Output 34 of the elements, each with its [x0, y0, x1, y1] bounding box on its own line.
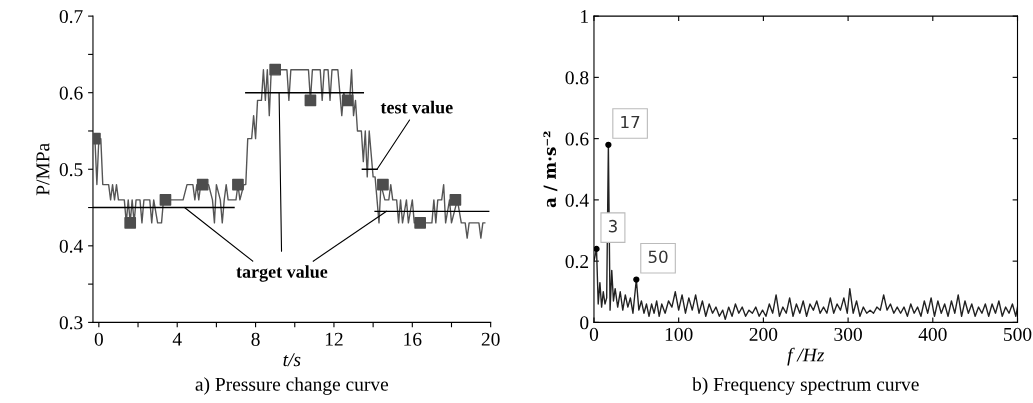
annotation: test value [380, 100, 453, 114]
x-tick-label: 20 [481, 332, 500, 346]
y-tick-label: 0.6 [59, 86, 83, 100]
x-tick-label: 8 [251, 332, 260, 346]
annotation: target value [236, 265, 328, 282]
annotation: 3 [608, 219, 617, 233]
y-tick-label: 0.7 [59, 9, 83, 24]
y-axis-title: a / m·s⁻² [543, 131, 558, 208]
annotation: 50 [648, 250, 668, 264]
y-tick-label: 1 [581, 10, 588, 23]
x-tick-label: 500 [1004, 327, 1032, 341]
y-tick-label: 0.4 [59, 239, 83, 253]
annotation: 17 [621, 115, 640, 129]
x-tick-label: 16 [404, 332, 422, 346]
x-tick-label: 400 [918, 327, 947, 341]
y-tick-label: 0.3 [59, 316, 83, 330]
y-tick-label: 0.8 [565, 71, 589, 85]
x-tick-label: 4 [172, 332, 182, 346]
y-tick-label: 0.4 [565, 193, 589, 207]
x-tick-label: 300 [834, 327, 862, 341]
y-tick-label: 0.2 [565, 254, 589, 269]
text: b) Frequency spectrum curve [692, 377, 919, 395]
y-tick-label: 0 [580, 316, 589, 330]
x-axis-title: f /Hz [787, 347, 825, 366]
x-tick-label: 0 [94, 332, 103, 346]
x-tick-label: 200 [749, 327, 778, 341]
x-tick-label: 100 [665, 327, 693, 341]
x-axis-title: t/s [283, 353, 301, 367]
y-tick-label: 0.6 [565, 132, 589, 146]
x-tick-label: 12 [325, 332, 343, 346]
text: a) Pressure change curve [195, 377, 389, 395]
x-tick-label: 0 [589, 327, 599, 341]
y-axis-title: P/MPa [36, 143, 50, 196]
y-tick-label: 0.5 [59, 163, 83, 177]
